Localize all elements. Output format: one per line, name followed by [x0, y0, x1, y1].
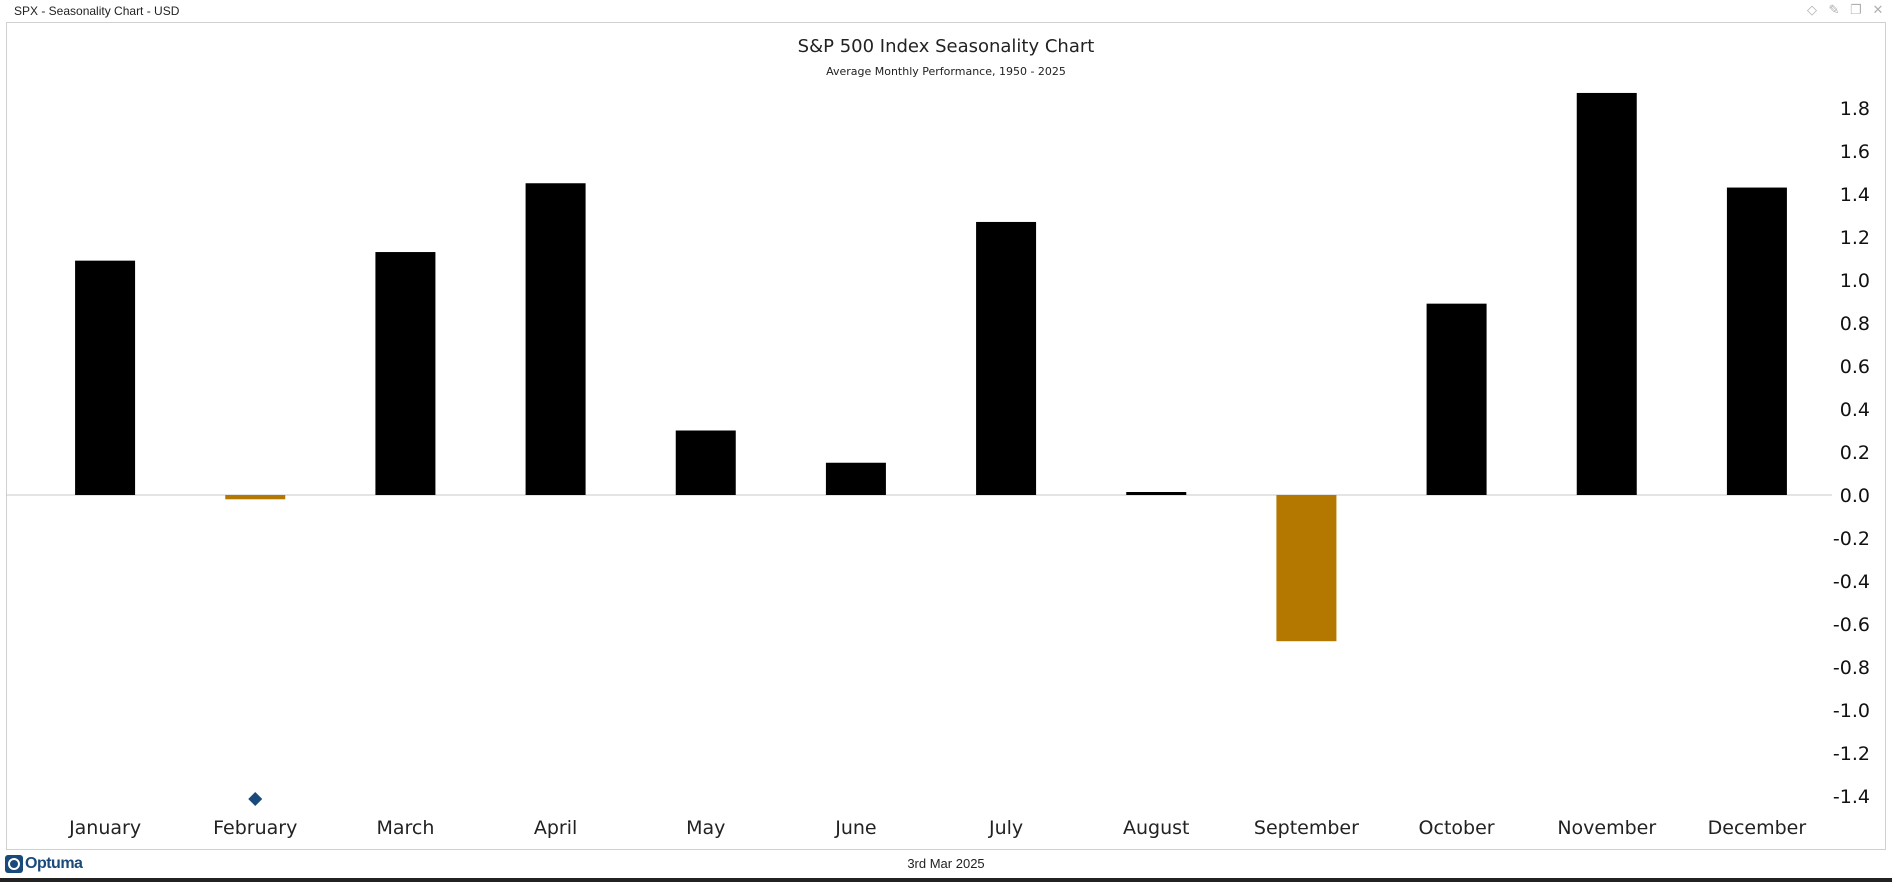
bar-april[interactable]: [525, 183, 586, 495]
window-titlebar: SPX - Seasonality Chart - USD ◇ ✎ ❐ ✕: [0, 0, 1892, 22]
y-tick-label: 1.0: [1840, 270, 1870, 292]
chart-frame: [6, 22, 1886, 850]
y-tick-label: 1.2: [1840, 227, 1870, 249]
bar-june[interactable]: [825, 462, 886, 495]
logo-text: Optuma: [25, 855, 83, 872]
window-title: SPX - Seasonality Chart - USD: [14, 4, 180, 18]
optuma-logo-icon: [5, 855, 23, 873]
y-tick-label: -0.4: [1833, 571, 1870, 593]
y-tick-label: 0.8: [1840, 313, 1870, 335]
bar-march[interactable]: [375, 252, 436, 495]
x-tick-label: December: [1708, 817, 1807, 839]
x-tick-label: November: [1557, 817, 1656, 839]
y-tick-label: -1.4: [1833, 786, 1870, 808]
x-tick-label: April: [534, 817, 577, 839]
y-tick-label: 1.8: [1840, 98, 1870, 120]
y-tick-label: 0.6: [1840, 356, 1870, 378]
bar-october[interactable]: [1426, 303, 1487, 495]
close-icon[interactable]: ✕: [1872, 2, 1884, 17]
y-tick-label: 0.4: [1840, 399, 1870, 421]
bar-group: [6, 92, 1832, 806]
bar-august[interactable]: [1126, 492, 1187, 495]
x-tick-label: March: [376, 817, 434, 839]
x-tick-label: May: [686, 817, 725, 839]
restore-icon[interactable]: ❐: [1850, 2, 1862, 17]
x-tick-label: July: [988, 817, 1023, 839]
y-tick-label: 0.2: [1840, 442, 1870, 464]
footer: Optuma 3rd Mar 2025: [0, 851, 1892, 878]
y-tick-label: -1.2: [1833, 743, 1870, 765]
x-tick-label: August: [1123, 817, 1190, 839]
y-axis: 1.8 1.6 1.4 1.2 1.0 0.8 0.6 0.4 0.2 0.0 -0.2 -0.4 -0…: [1833, 98, 1870, 808]
y-tick-label: 1.6: [1840, 141, 1870, 163]
y-tick-label: 1.4: [1840, 184, 1870, 206]
optuma-logo: Optuma: [5, 855, 83, 873]
seasonality-chart[interactable]: S&P 500 Index Seasonality Chart Average …: [0, 0, 1892, 850]
y-tick-label: -1.0: [1833, 700, 1870, 722]
bar-january[interactable]: [75, 260, 136, 495]
bar-july[interactable]: [976, 221, 1037, 495]
x-axis: January February March April May June July Augu…: [68, 817, 1806, 839]
bar-february[interactable]: [225, 495, 286, 500]
diamond-icon[interactable]: ◇: [1807, 2, 1817, 17]
x-tick-label: January: [68, 817, 141, 839]
chart-title: S&P 500 Index Seasonality Chart: [798, 36, 1095, 57]
footer-date: 3rd Mar 2025: [907, 856, 985, 871]
y-tick-label: -0.2: [1833, 528, 1870, 550]
chart-subtitle: Average Monthly Performance, 1950 - 2025: [826, 65, 1066, 78]
bar-november[interactable]: [1576, 92, 1637, 495]
bottom-bar: [0, 878, 1892, 882]
x-tick-label: June: [834, 817, 876, 839]
x-tick-label: September: [1254, 817, 1359, 839]
y-tick-label: -0.8: [1833, 657, 1870, 679]
current-month-marker: [248, 792, 263, 806]
bar-may[interactable]: [675, 430, 736, 496]
pin-icon[interactable]: ✎: [1828, 2, 1840, 17]
y-tick-label: 0.0: [1840, 485, 1870, 507]
x-tick-label: February: [213, 817, 297, 839]
bar-september[interactable]: [1276, 495, 1337, 642]
x-tick-label: October: [1419, 817, 1495, 839]
bar-december[interactable]: [1726, 187, 1787, 496]
y-tick-label: -0.6: [1833, 614, 1870, 636]
window-controls: ◇ ✎ ❐ ✕: [1804, 2, 1886, 18]
